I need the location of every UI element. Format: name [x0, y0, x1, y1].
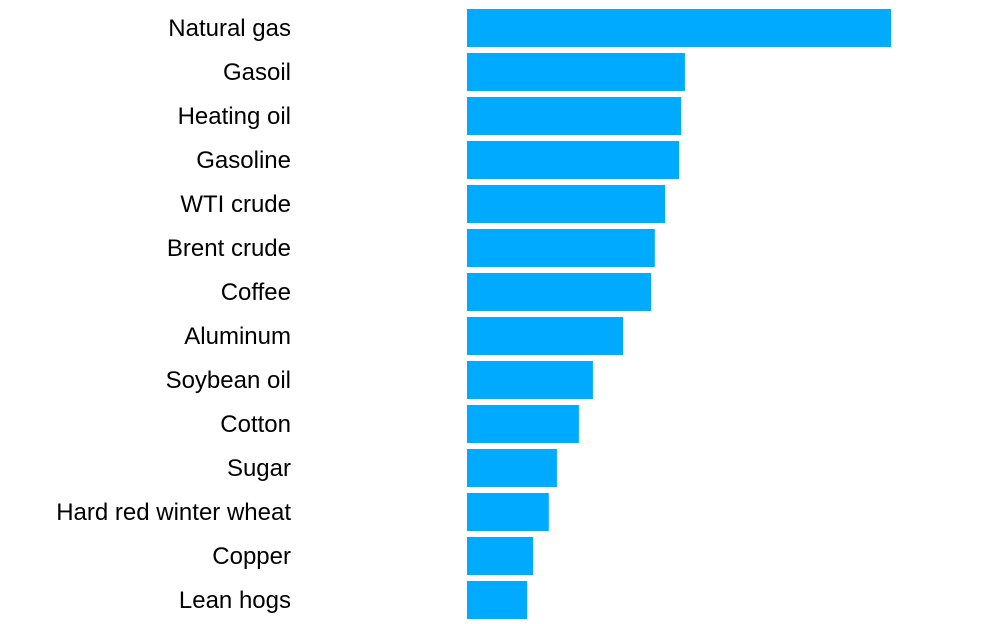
bar-natural-gas — [467, 9, 891, 47]
bar-wti-crude — [467, 185, 665, 223]
bar-soybean-oil — [467, 361, 593, 399]
bar-aluminum — [467, 317, 623, 355]
category-label-coffee: Coffee — [221, 279, 291, 306]
category-label-brent-crude: Brent crude — [167, 235, 291, 262]
category-label-wti-crude: WTI crude — [180, 191, 291, 218]
category-labels-group: Natural gas Gasoil Heating oil Gasoline WTI … — [56, 15, 291, 614]
bar-gasoline — [467, 141, 679, 179]
category-label-copper: Copper — [212, 543, 291, 570]
category-label-lean-hogs: Lean hogs — [179, 587, 291, 614]
bar-cotton — [467, 405, 579, 443]
category-label-natural-gas: Natural gas — [168, 15, 291, 42]
category-label-heating-oil: Heating oil — [178, 103, 291, 130]
bar-gasoil — [467, 53, 685, 91]
bar-brent-crude — [467, 229, 655, 267]
category-label-soybean-oil: Soybean oil — [166, 367, 291, 394]
bars-group — [467, 9, 891, 619]
bar-coffee — [467, 273, 651, 311]
category-label-cotton: Cotton — [220, 411, 291, 438]
bar-copper — [467, 537, 534, 575]
bar-heating-oil — [467, 97, 682, 135]
category-label-gasoline: Gasoline — [196, 147, 291, 174]
category-label-aluminum: Aluminum — [184, 323, 291, 350]
category-label-gasoil: Gasoil — [223, 59, 291, 86]
category-label-sugar: Sugar — [227, 455, 291, 482]
category-label-hard-red-winter-wheat: Hard red winter wheat — [56, 499, 291, 526]
bar-lean-hogs — [467, 581, 528, 619]
bar-sugar — [467, 449, 557, 487]
bar-hard-red-winter-wheat — [467, 493, 549, 531]
